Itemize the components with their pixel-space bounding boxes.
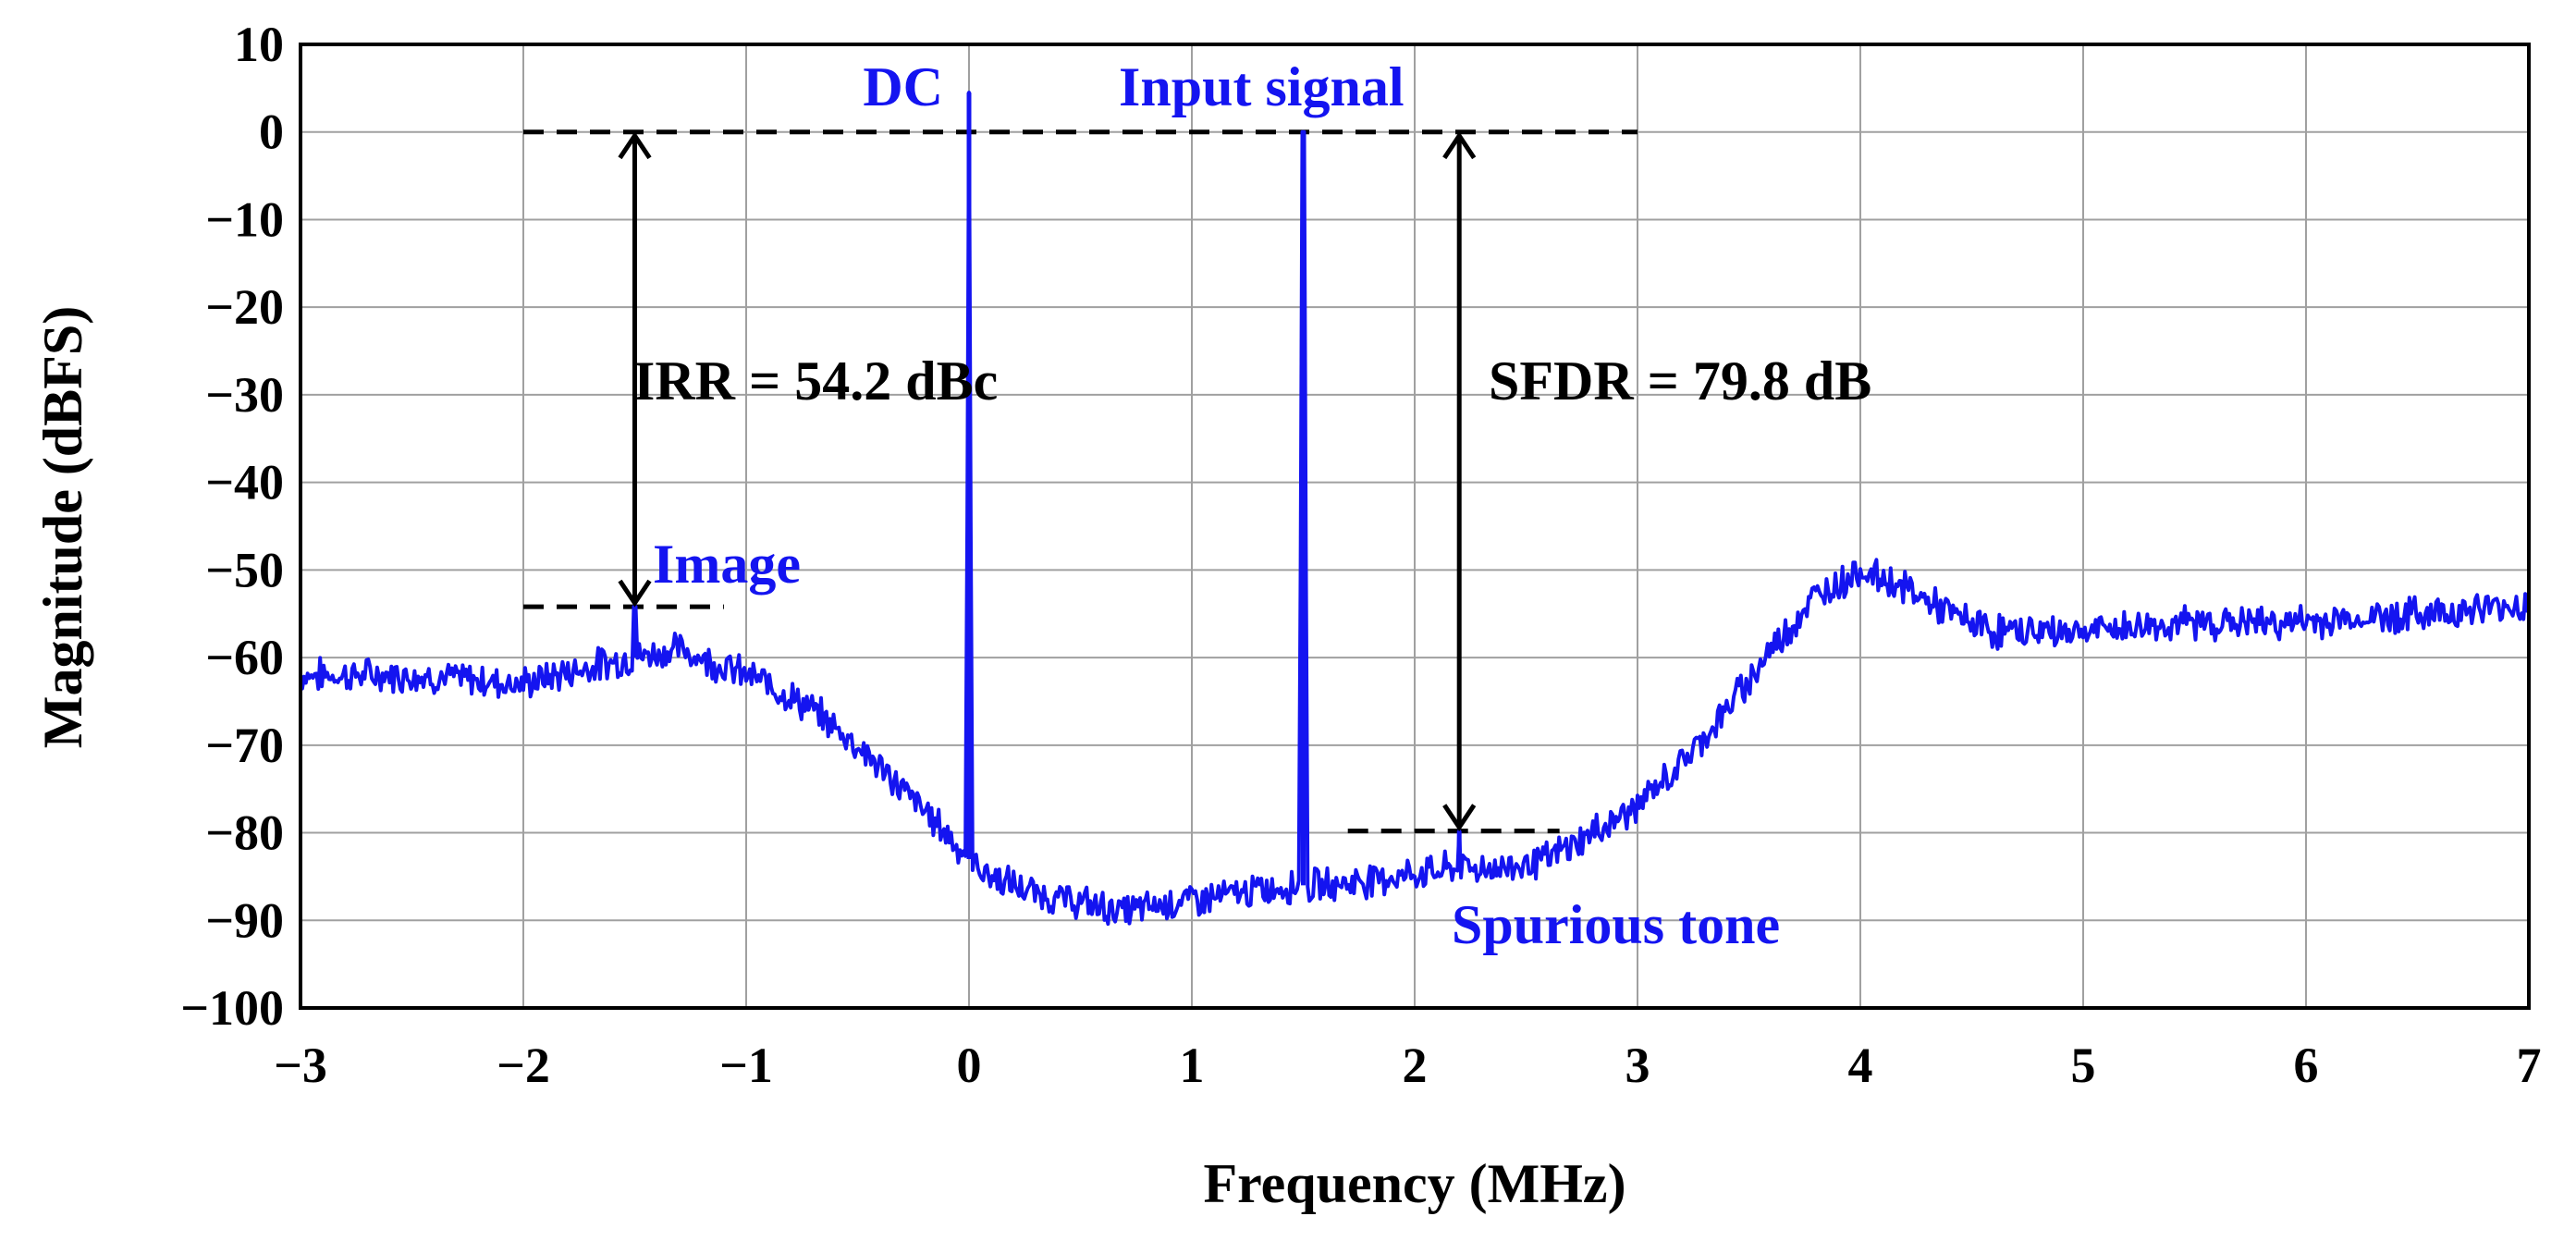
- x-tick-label: 7: [2517, 1038, 2542, 1093]
- x-tick-label: −3: [274, 1038, 327, 1093]
- dc-label: DC: [863, 56, 943, 117]
- spectrum-trace: [299, 91, 2531, 927]
- x-tick-label: 2: [1403, 1038, 1428, 1093]
- y-tick-label: −60: [205, 630, 284, 685]
- plot-frame: [299, 43, 2531, 1010]
- y-tick-label: −10: [205, 191, 284, 247]
- spectrum-line: [299, 91, 2531, 927]
- y-tick-label: −40: [205, 455, 284, 510]
- y-tick-labels: 10 0 −10 −20 −30 −40 −50 −60 −70 −80 −90 −100: [180, 17, 284, 1036]
- x-tick-label: −2: [497, 1038, 550, 1093]
- measurement-arrow: [618, 131, 652, 608]
- x-tick-label: 0: [957, 1038, 982, 1093]
- x-tick-label: 6: [2294, 1038, 2319, 1093]
- x-tick-label: 4: [1848, 1038, 1873, 1093]
- x-tick-label: 1: [1180, 1038, 1205, 1093]
- measurement-arrows: [618, 131, 1477, 832]
- irr-label: IRR = 54.2 dBc: [633, 350, 998, 412]
- y-tick-label: −20: [205, 279, 284, 335]
- input-signal-label: Input signal: [1119, 56, 1405, 117]
- y-tick-label: −70: [205, 718, 284, 773]
- y-axis-title: Magnitude (dBFS): [32, 306, 93, 748]
- y-tick-label: −80: [205, 805, 284, 861]
- y-tick-label: −30: [205, 367, 284, 423]
- x-tick-labels: −3 −2 −1 0 1 2 3 4 5 6 7: [274, 1038, 2541, 1093]
- y-tick-label: 0: [259, 104, 284, 160]
- y-tick-label: −100: [180, 980, 284, 1036]
- x-tick-label: 3: [1625, 1038, 1650, 1093]
- y-tick-label: 10: [234, 17, 284, 72]
- x-tick-label: −1: [719, 1038, 773, 1093]
- reference-lines: [523, 129, 1638, 834]
- measurement-arrow: [1442, 131, 1477, 832]
- x-tick-label: 5: [2071, 1038, 2096, 1093]
- image-label: Image: [653, 534, 801, 595]
- y-tick-label: −50: [205, 542, 284, 597]
- x-axis-title: Frequency (MHz): [1203, 1153, 1625, 1214]
- y-tick-label: −90: [205, 892, 284, 948]
- spurious-tone-label: Spurious tone: [1452, 894, 1780, 955]
- sfdr-label: SFDR = 79.8 dB: [1489, 350, 1871, 412]
